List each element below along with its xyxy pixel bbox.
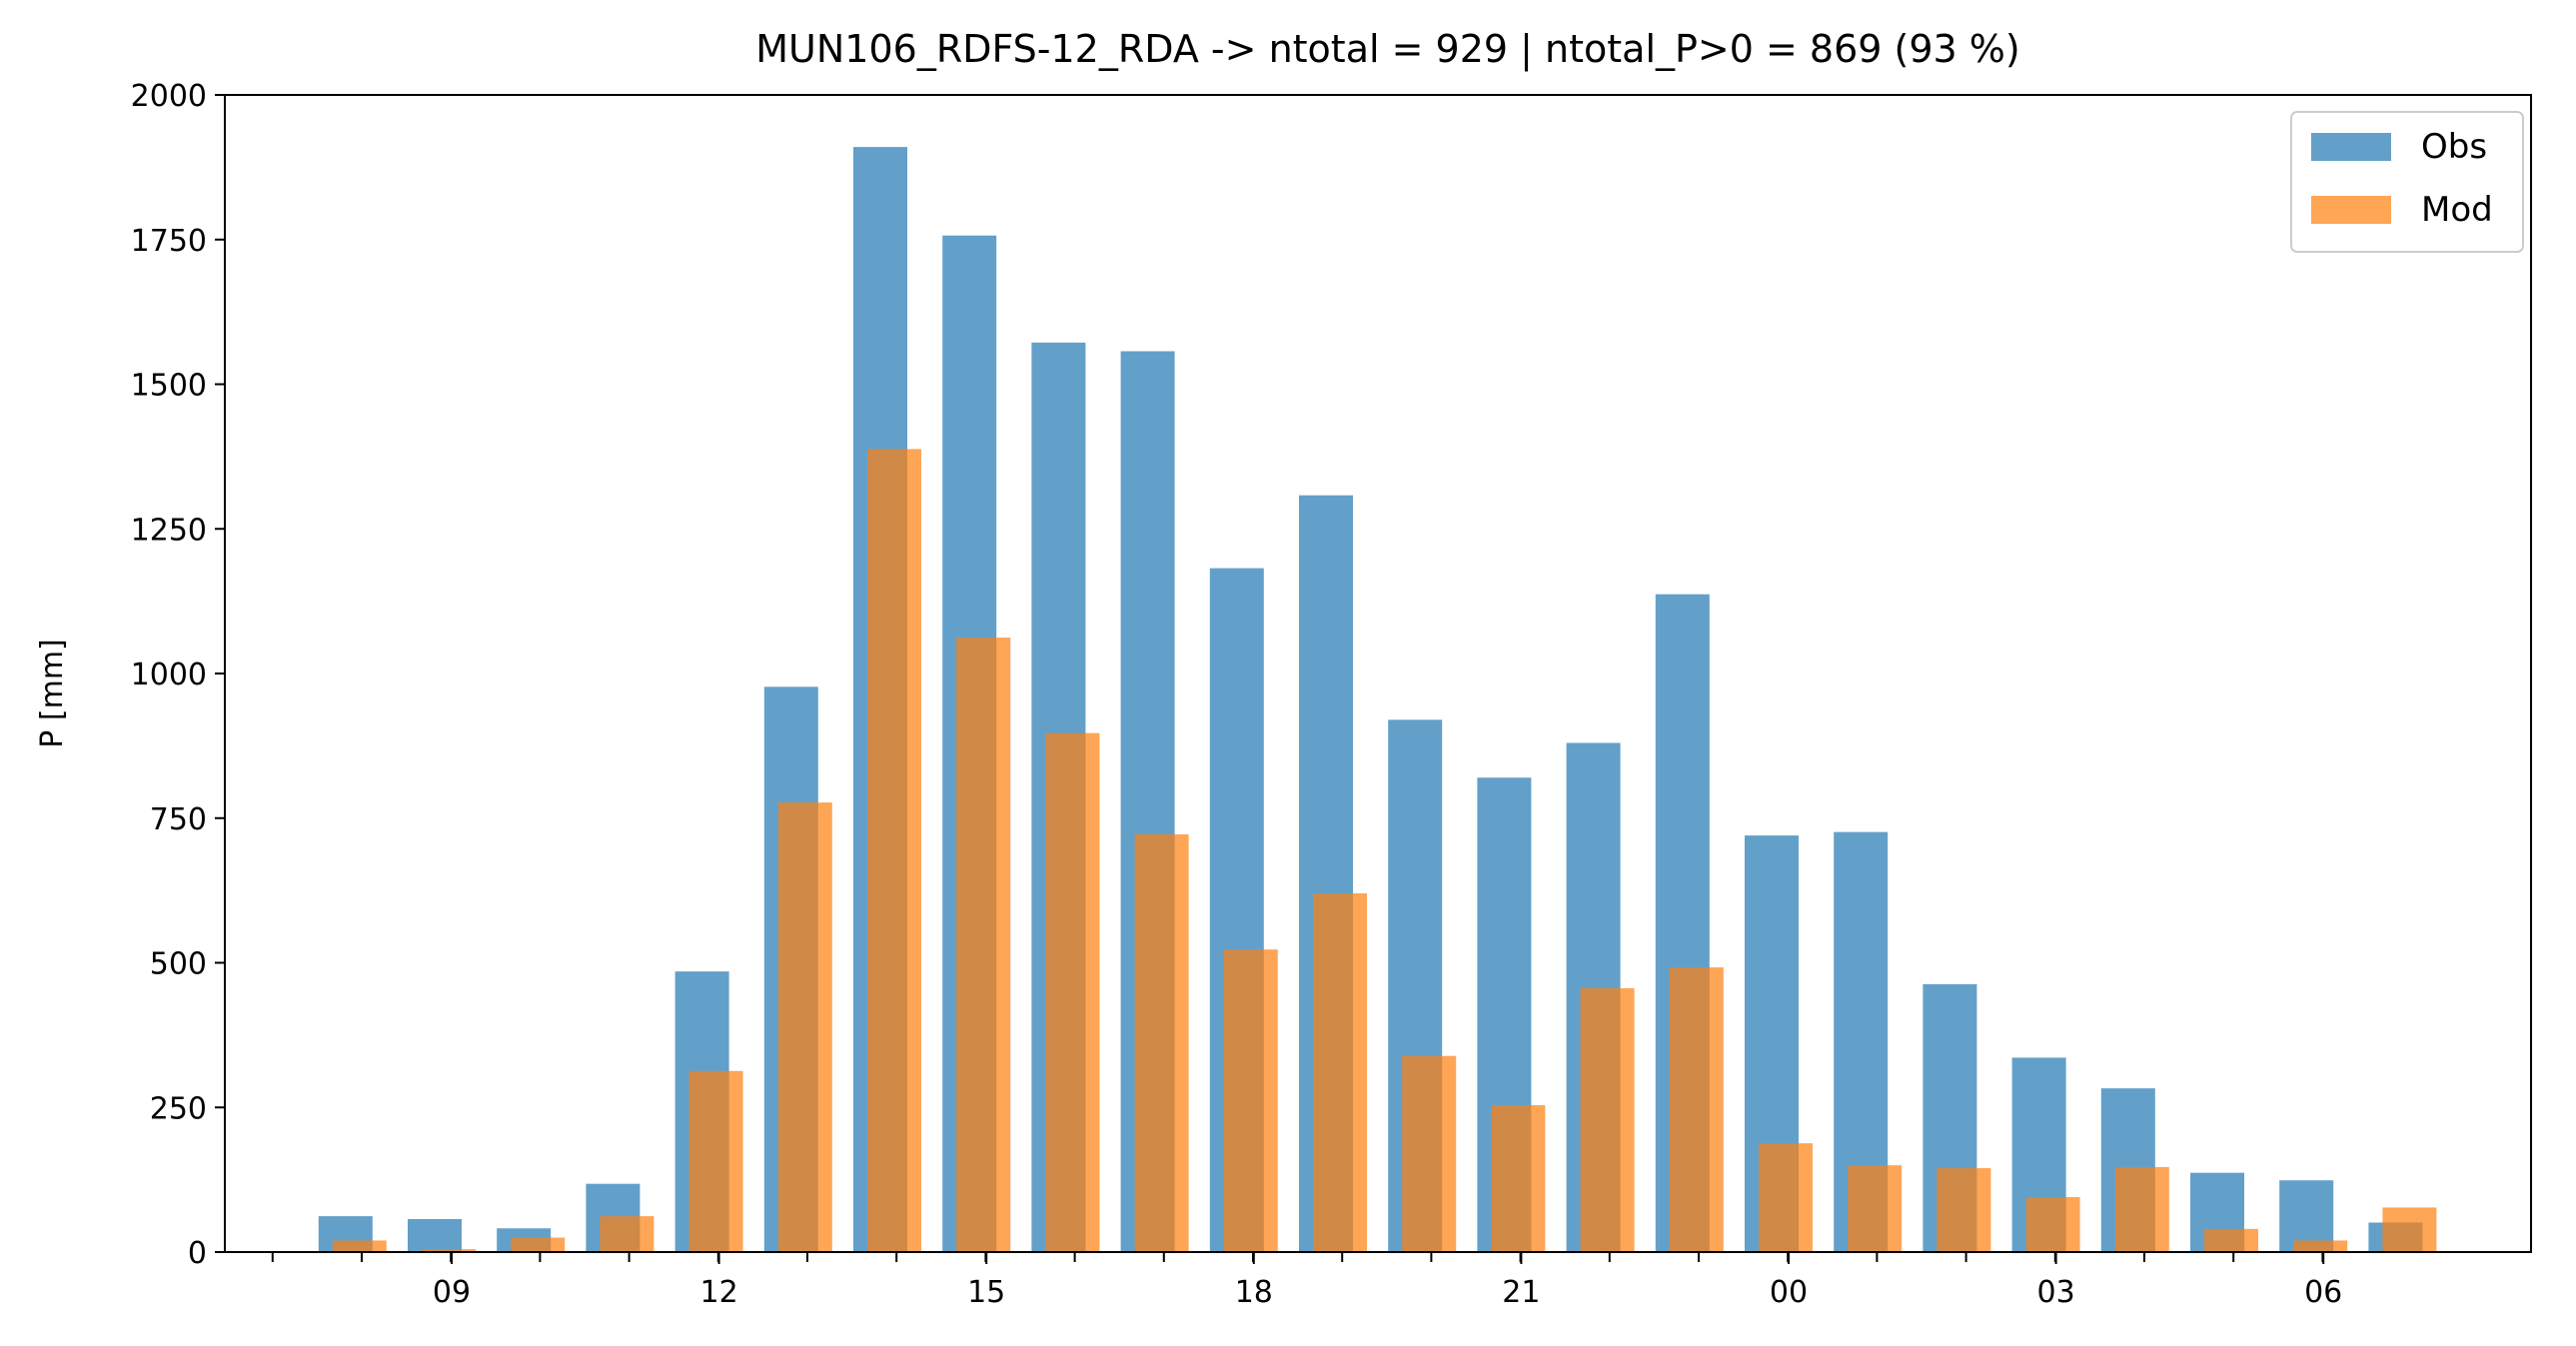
- mod-bar: [1223, 949, 1278, 1252]
- y-axis-label: P [mm]: [35, 639, 70, 747]
- mod-bar: [1580, 987, 1635, 1252]
- x-tick-label: 15: [967, 1275, 1005, 1310]
- mod-bar: [1134, 833, 1189, 1252]
- chart-title: MUN106_RDFS-12_RDA -> ntotal = 929 | nto…: [755, 27, 2019, 72]
- y-tick-label: 1500: [131, 369, 207, 404]
- mod-bar: [1402, 1055, 1457, 1252]
- mod-bar: [422, 1249, 476, 1252]
- mod-bar: [511, 1237, 566, 1252]
- x-tick-label: 09: [433, 1275, 471, 1310]
- mod-bar: [688, 1070, 743, 1252]
- plot-frame: [224, 94, 2532, 1253]
- mod-bar: [1045, 732, 1100, 1252]
- y-tick-label: 750: [150, 802, 207, 837]
- mod-bar: [1669, 967, 1724, 1252]
- y-tick-label: 500: [150, 947, 207, 982]
- mod-bar: [1313, 893, 1367, 1252]
- x-tick-label: 00: [1770, 1275, 1808, 1310]
- mod-bar: [2025, 1196, 2080, 1252]
- mod-bar: [1936, 1168, 1991, 1252]
- legend-label: Mod: [2421, 190, 2493, 230]
- y-tick-label: 250: [150, 1091, 207, 1126]
- y-tick-label: 1250: [131, 513, 207, 548]
- x-tick-label: 12: [700, 1275, 738, 1310]
- y-tick-label: 0: [188, 1236, 207, 1271]
- mod-bar: [1491, 1104, 1546, 1252]
- legend-swatch: [2311, 196, 2391, 224]
- obs-bar: [408, 1218, 462, 1252]
- mod-bar: [956, 638, 1011, 1252]
- legend-swatch: [2311, 133, 2391, 161]
- mod-bar: [1759, 1143, 1813, 1252]
- axes-layer: 0 250 500 750 1000 1250 1500 1750 2000 09 12 15 18 21…: [131, 79, 2532, 1310]
- mod-bar: [600, 1216, 654, 1252]
- legend: Obs Mod: [2290, 111, 2524, 253]
- mod-bar: [2382, 1207, 2437, 1252]
- mod-bar: [332, 1240, 387, 1252]
- y-tick-label: 2000: [131, 79, 207, 114]
- legend-label: Obs: [2421, 127, 2487, 167]
- x-tick-label: 18: [1235, 1275, 1273, 1310]
- mod-bar: [2114, 1166, 2169, 1252]
- mod-bar: [867, 449, 921, 1252]
- mod-bar: [2293, 1240, 2348, 1252]
- y-tick-label: 1750: [131, 224, 207, 259]
- x-tick-label: 06: [2304, 1275, 2342, 1310]
- mod-bar: [2204, 1228, 2258, 1252]
- mod-bar: [777, 802, 832, 1252]
- x-tick-label: 03: [2037, 1275, 2075, 1310]
- obs-bar: [2279, 1180, 2334, 1252]
- x-tick-label: 21: [1502, 1275, 1540, 1310]
- mod-bar: [1848, 1165, 1903, 1252]
- y-tick-label: 1000: [131, 658, 207, 692]
- bars-layer: [318, 147, 2437, 1253]
